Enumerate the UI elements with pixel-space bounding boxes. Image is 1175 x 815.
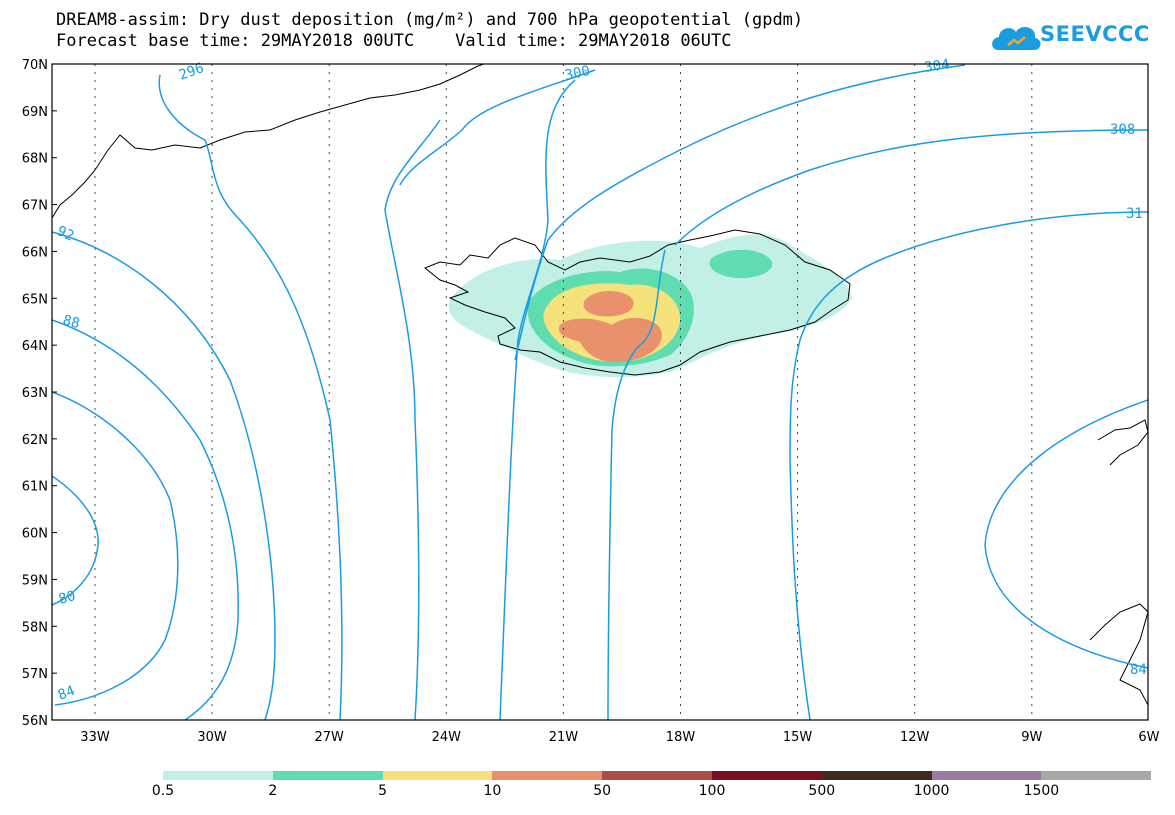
colorbar-swatch xyxy=(1041,771,1152,780)
colorbar-tick-label: 100 xyxy=(698,783,726,799)
lat-label: 64N xyxy=(22,339,48,354)
lon-label: 12W xyxy=(900,730,930,745)
lat-label: 70N xyxy=(22,58,48,73)
latitude-labels: 70N 69N 68N 67N 66N 65N 64N 63N 62N 61N 60N 59N 58N 5… xyxy=(22,58,57,729)
colorbar-tick-label: 0.5 xyxy=(151,783,175,799)
contour-92 xyxy=(52,231,276,720)
contour-84b xyxy=(984,399,1148,669)
faroe-scotland-coast xyxy=(1097,419,1148,466)
lon-label: 21W xyxy=(549,730,579,745)
colorbar-tick-label: 1000 xyxy=(913,783,950,799)
lon-label: 33W xyxy=(80,730,110,745)
contour-label: 80 xyxy=(57,588,77,608)
lat-label: 59N xyxy=(22,573,48,588)
logo-text: SEEVCCC xyxy=(1040,22,1150,46)
lat-label: 62N xyxy=(22,433,48,448)
map-title-line-2: Forecast base time: 29MAY2018 00UTC Vali… xyxy=(56,31,732,51)
lat-label: 57N xyxy=(22,667,48,682)
contour-308 xyxy=(674,129,1148,246)
contour-label: 308 xyxy=(1110,122,1135,138)
colorbar-swatch xyxy=(382,771,493,780)
greenland-coast xyxy=(52,64,486,219)
dust-level-10a xyxy=(583,291,634,317)
colorbar-tick-label: 5 xyxy=(378,783,388,799)
lat-label: 56N xyxy=(22,714,48,729)
coastlines xyxy=(52,64,1148,706)
colorbar-tick-label: 10 xyxy=(483,783,502,799)
contour-300 xyxy=(384,119,441,720)
colorbar-swatch xyxy=(602,771,712,780)
colorbar-tick-label: 1500 xyxy=(1023,783,1060,799)
lon-label: 24W xyxy=(432,730,462,745)
lat-label: 66N xyxy=(22,245,48,260)
contour-84a xyxy=(52,391,179,706)
colorbar-swatch xyxy=(163,771,273,780)
dust-deposition-field xyxy=(448,234,852,378)
contour-80 xyxy=(52,475,99,606)
graticule xyxy=(94,64,1033,720)
cloud-icon xyxy=(992,27,1041,50)
lon-label: 27W xyxy=(314,730,344,745)
lon-label: 15W xyxy=(783,730,813,745)
contour-label: 84 xyxy=(1130,662,1147,678)
scotland-coast xyxy=(1089,603,1148,706)
lat-label: 68N xyxy=(22,152,48,167)
contour-88 xyxy=(52,319,239,720)
map-title-line-1: DREAM8-assim: Dry dust deposition (mg/m²… xyxy=(56,10,804,30)
colorbar-tick-label: 50 xyxy=(593,783,612,799)
lat-label: 58N xyxy=(22,620,48,635)
lon-label: 18W xyxy=(666,730,696,745)
contour-label: 31 xyxy=(1126,206,1143,222)
dust-level-10b xyxy=(558,317,662,363)
contour-312 xyxy=(789,211,1148,720)
colorbar-tick-label: 500 xyxy=(808,783,836,799)
contour-label: 84 xyxy=(56,683,77,704)
longitude-labels: 33W 30W 27W 24W 21W 18W 15W 12W 9W 6W xyxy=(80,730,1159,745)
lon-label: 30W xyxy=(197,730,227,745)
colorbar-swatch xyxy=(931,771,1042,780)
contour-label: 88 xyxy=(61,312,81,332)
geopotential-contours xyxy=(52,64,1148,720)
colorbar-tick-label: 2 xyxy=(268,783,278,799)
dust-level-2b xyxy=(709,249,773,279)
lon-label: 9W xyxy=(1021,730,1042,745)
colorbar-swatch xyxy=(712,771,822,780)
colorbar-swatch xyxy=(272,771,383,780)
contour-300b xyxy=(399,69,596,720)
lat-label: 61N xyxy=(22,480,48,495)
contour-label: 92 xyxy=(54,223,76,245)
contour-304b xyxy=(607,249,666,720)
contour-304 xyxy=(514,64,966,361)
contour-label: 304 xyxy=(923,57,950,76)
lon-label: 6W xyxy=(1138,730,1159,745)
iceland-coast xyxy=(424,229,851,376)
colorbar-swatch xyxy=(821,771,932,780)
lat-label: 63N xyxy=(22,386,48,401)
colorbar-swatch xyxy=(492,771,603,780)
map-frame xyxy=(51,63,1149,721)
contour-label: 300 xyxy=(564,63,592,84)
lat-label: 65N xyxy=(22,292,48,307)
lat-label: 69N xyxy=(22,105,48,120)
lat-label: 67N xyxy=(22,199,48,214)
contour-296 xyxy=(158,74,343,720)
lat-label: 60N xyxy=(22,527,48,542)
